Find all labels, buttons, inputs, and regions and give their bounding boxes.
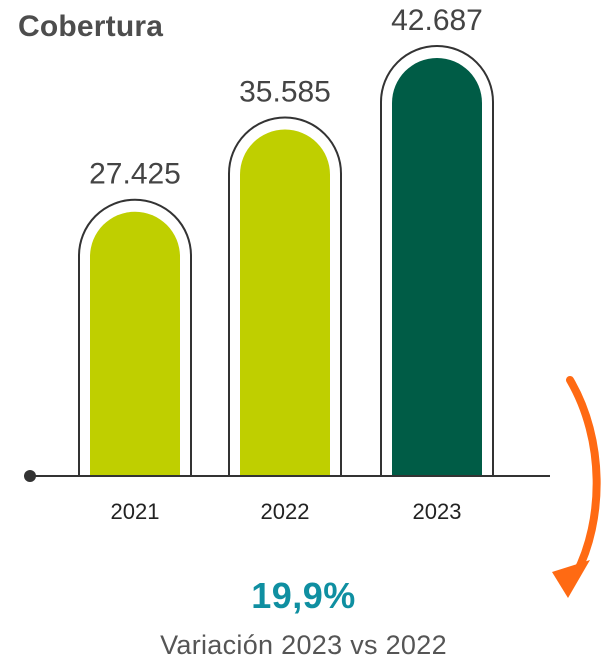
bar-outline-2023 [380,45,494,476]
trend-arrow-head [552,560,590,598]
variation-value: 19,9% [251,575,356,616]
bar-2021 [90,211,180,476]
value-label-2021: 27.425 [89,158,181,191]
trend-arrow-curve [566,376,601,578]
chart-title: Cobertura [18,10,164,43]
x-tick-label-2021: 2021 [111,499,160,524]
value-label-2023: 42.687 [391,4,483,37]
x-axis-dot [24,470,36,482]
bar-outline-2022 [228,116,342,476]
bar-outline-2021 [78,198,192,476]
value-label-2022: 35.585 [239,76,331,109]
bar-2022 [240,129,330,476]
x-tick-label-2023: 2023 [413,499,462,524]
variation-label: Variación 2023 vs 2022 [160,630,447,660]
bar-2023 [392,58,482,476]
x-tick-label-2022: 2022 [261,499,310,524]
